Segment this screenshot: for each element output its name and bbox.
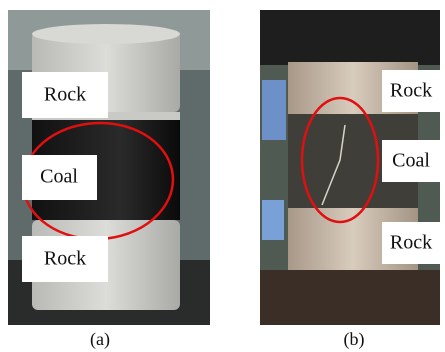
label: Rock [390,80,432,102]
label: Coal [392,150,430,172]
page: Rock Coal Rock (a) Rock Coal Rock (b) ((… [0,0,445,352]
label: Rock [390,232,432,254]
photo-b: Rock Coal Rock [260,10,440,325]
caption: (a) [90,329,110,350]
label: Coal [40,166,78,188]
label: Rock [44,248,86,270]
figure: Rock Coal Rock (a) Rock Coal Rock (b) [0,0,445,352]
photo-a: Rock Coal Rock [8,10,210,325]
caption: (b) [344,329,365,350]
label: Rock [44,84,86,106]
